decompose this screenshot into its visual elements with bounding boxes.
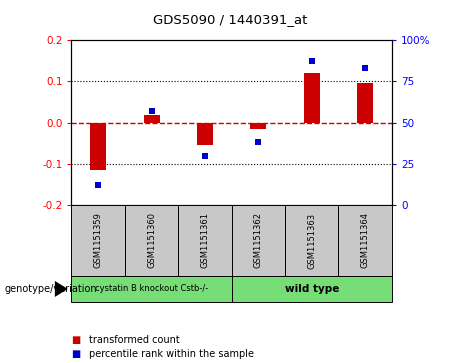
- Text: GSM1151363: GSM1151363: [307, 212, 316, 269]
- Bar: [250, 122, 266, 129]
- Text: transformed count: transformed count: [89, 335, 180, 346]
- Text: wild type: wild type: [284, 284, 339, 294]
- Text: percentile rank within the sample: percentile rank within the sample: [89, 349, 254, 359]
- Text: GSM1151364: GSM1151364: [361, 212, 370, 269]
- Text: GDS5090 / 1440391_at: GDS5090 / 1440391_at: [154, 13, 307, 26]
- Text: GSM1151359: GSM1151359: [94, 213, 103, 268]
- Bar: [90, 122, 106, 170]
- Bar: [357, 83, 373, 122]
- Text: cystatin B knockout Cstb-/-: cystatin B knockout Cstb-/-: [95, 285, 208, 293]
- Text: GSM1151360: GSM1151360: [147, 212, 156, 269]
- Text: ■: ■: [71, 335, 81, 346]
- Bar: [143, 115, 160, 122]
- Text: GSM1151362: GSM1151362: [254, 212, 263, 269]
- Bar: [197, 122, 213, 145]
- Text: ■: ■: [71, 349, 81, 359]
- Text: GSM1151361: GSM1151361: [201, 212, 209, 269]
- Bar: [304, 73, 320, 122]
- Text: genotype/variation: genotype/variation: [5, 284, 97, 294]
